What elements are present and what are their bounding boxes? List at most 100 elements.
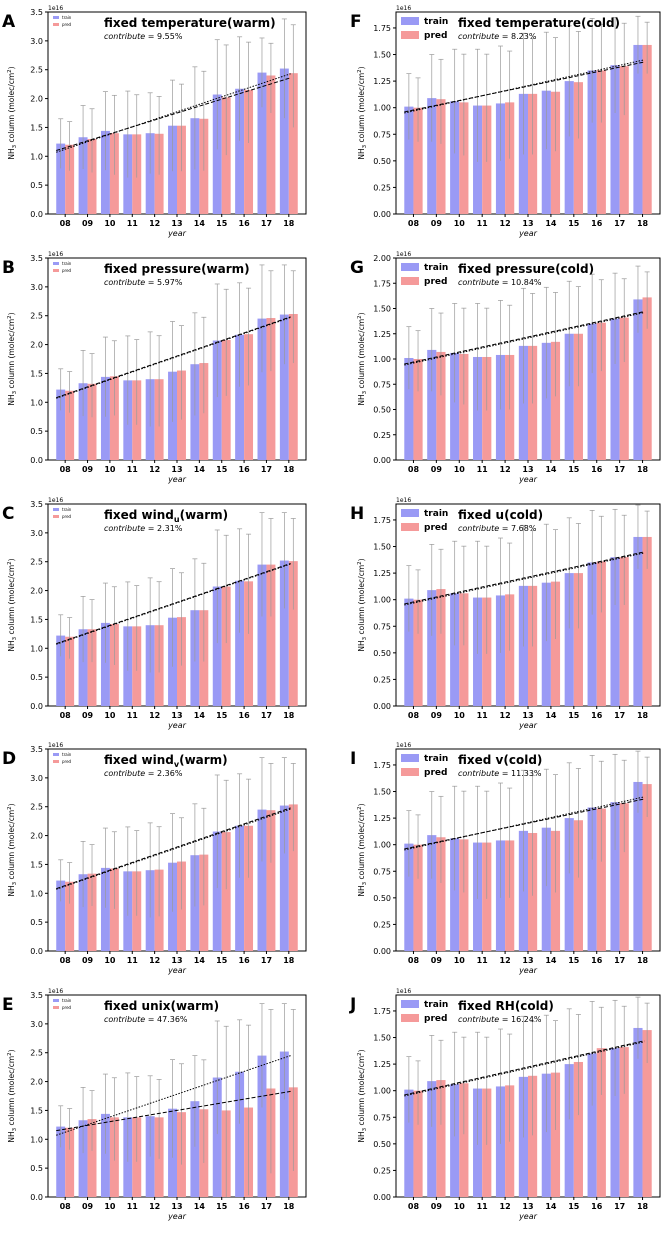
y-tick-label: 0.25 [373, 1166, 391, 1175]
x-tick-label: 15 [568, 465, 580, 474]
bar-pred [573, 573, 583, 706]
bar-train [633, 44, 643, 215]
panel-title-text: fixed pressure(cold) [458, 262, 594, 276]
contribute-text: contribute = 7.68% [458, 524, 537, 533]
bar-train [56, 1126, 66, 1197]
panel-title-sub: u [174, 515, 180, 524]
bar-train [279, 68, 289, 214]
trend-line-train [56, 316, 291, 399]
y-label-sup: 2 [357, 315, 363, 319]
y-label-part: ) [357, 66, 366, 69]
y-axis-label: NH3 column (molec/cm2) [357, 312, 368, 405]
y-label-sup: 2 [7, 1052, 13, 1056]
x-tick-label: 15 [216, 1202, 228, 1211]
legend-label-pred: pred [62, 759, 72, 764]
legend-label-pred: pred [424, 31, 447, 41]
x-tick-label: 10 [104, 465, 116, 474]
y-tick-label: 1.0 [30, 644, 43, 653]
bar-train [235, 88, 245, 214]
y-tick-label: 2.0 [30, 832, 43, 841]
legend-swatch-pred [53, 23, 59, 26]
x-tick-label: 18 [283, 1202, 295, 1211]
bar-train [633, 1027, 643, 1197]
bar-train [404, 843, 414, 951]
exponent-label: 1e16 [396, 988, 411, 995]
y-tick-label: 2.0 [30, 587, 43, 596]
bar-train [633, 781, 643, 951]
y-tick-label: 0.5 [30, 673, 43, 682]
bar-pred [266, 810, 276, 951]
bar-pred [596, 561, 606, 706]
y-tick-label: 1.5 [30, 1106, 43, 1115]
y-tick-label: 1.5 [30, 615, 43, 624]
contribute-value: 10.84% [511, 278, 542, 287]
trend-line-train [404, 59, 645, 114]
bar-pred [550, 581, 561, 706]
y-axis-label: NH3 column (molec/cm2) [7, 803, 18, 896]
bar-pred [413, 1090, 423, 1197]
y-label-sup: 2 [7, 806, 13, 810]
y-label-sub: 3 [362, 1127, 368, 1131]
x-tick-label: 12 [149, 1202, 160, 1211]
x-tick-label: 14 [545, 219, 557, 228]
contribute-value: 11.33% [511, 769, 542, 778]
x-tick-label: 17 [614, 465, 625, 474]
contribute-prefix: contribute = [458, 769, 511, 778]
x-tick-label: 11 [127, 219, 139, 228]
bar-train [564, 81, 574, 215]
legend-label-train: train [424, 263, 448, 273]
contribute-prefix: contribute = [104, 278, 157, 287]
bar-pred [550, 91, 561, 214]
contribute-value: 2.31% [157, 524, 183, 533]
panel-title-text: fixed wind [104, 508, 174, 522]
bar-pred [109, 376, 119, 460]
contribute-value: 2.36% [157, 769, 183, 778]
panel-g: G 1e16 0.00 0.25 0.50 0.75 1.00 1.25 1.50 1.75 2.0… [350, 251, 661, 484]
x-tick-label: 10 [104, 711, 116, 720]
bar-train [587, 1053, 597, 1197]
bar-pred [550, 341, 561, 460]
panel-title: fixed windu(warm) [104, 508, 228, 524]
y-label-sub: 3 [12, 144, 18, 148]
legend-label-pred: pred [62, 22, 72, 27]
panel-title: fixed windv(warm) [104, 753, 228, 769]
x-tick-label: 17 [614, 711, 625, 720]
exponent-label: 1e16 [48, 988, 63, 995]
y-tick-label: 0.75 [373, 867, 391, 876]
bar-pred [596, 322, 606, 460]
y-tick-label: 1.25 [373, 814, 391, 823]
y-tick-label: 2.0 [30, 341, 43, 350]
x-tick-label: 11 [477, 1202, 489, 1211]
y-tick-label: 3.5 [30, 991, 43, 1000]
y-tick-label: 1.00 [373, 596, 391, 605]
x-tick-label: 13 [522, 219, 533, 228]
trend-line-pred [56, 562, 291, 645]
x-tick-label: 16 [591, 219, 603, 228]
bar-pred [436, 1080, 446, 1197]
legend-swatch-train [53, 999, 59, 1002]
x-tick-label: 12 [149, 711, 160, 720]
x-tick-label: 08 [408, 711, 420, 720]
x-tick-label: 11 [477, 465, 489, 474]
y-axis-label: NH3 column (molec/cm2) [7, 312, 18, 405]
x-tick-label: 11 [477, 956, 489, 965]
y-label-part: ) [357, 312, 366, 315]
panel-title: fixed u(cold) [458, 508, 543, 522]
bar-train [450, 1084, 460, 1197]
bar-pred [459, 593, 469, 706]
x-axis-label: year [518, 229, 538, 238]
y-label-sup: 2 [357, 561, 363, 565]
legend-label-train: train [424, 754, 448, 764]
x-tick-label: 08 [60, 1202, 72, 1211]
legend-swatch-pred [53, 269, 59, 272]
y-label-part: NH [7, 885, 16, 896]
x-tick-label: 16 [591, 956, 603, 965]
panel-title: fixed temperature(warm) [104, 16, 276, 30]
x-tick-label: 17 [261, 711, 272, 720]
bar-pred [87, 138, 97, 214]
x-tick-label: 11 [127, 465, 139, 474]
y-tick-label: 1.25 [373, 330, 391, 339]
contribute-text: contribute = 11.33% [458, 769, 542, 778]
bar-train [78, 383, 88, 460]
